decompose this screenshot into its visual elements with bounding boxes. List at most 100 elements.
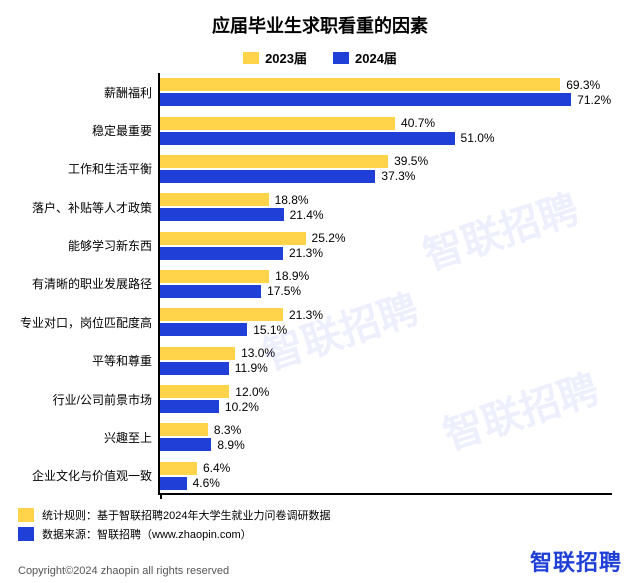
bar-line: 6.4%: [160, 461, 622, 475]
footnotes: 统计规则：基于智联招聘2024年大学生就业力问卷调研数据 数据来源：智联招聘（w…: [18, 507, 622, 577]
bar-2024: [160, 93, 571, 106]
note-rule: 统计规则：基于智联招聘2024年大学生就业力问卷调研数据: [18, 507, 622, 523]
bar-2023: [160, 423, 208, 436]
y-axis-label: 兴趣至上: [18, 429, 152, 446]
bar-2023: [160, 155, 388, 168]
bar-value-label: 13.0%: [241, 346, 275, 360]
bar-2023: [160, 193, 269, 206]
note-rule-text: 统计规则：基于智联招聘2024年大学生就业力问卷调研数据: [42, 507, 330, 523]
bar-value-label: 25.2%: [312, 231, 346, 245]
bar-2023: [160, 347, 235, 360]
note-rule-swatch: [18, 508, 34, 522]
bar-value-label: 12.0%: [235, 385, 269, 399]
y-axis-label: 专业对口，岗位匹配度高: [18, 314, 152, 331]
bar-line: 13.0%: [160, 346, 622, 360]
bar-2024: [160, 400, 219, 413]
bar-group: 21.3%15.1%: [160, 308, 622, 337]
bar-line: 12.0%: [160, 385, 622, 399]
bar-line: 17.5%: [160, 284, 622, 298]
bar-2023: [160, 270, 269, 283]
bar-2023: [160, 232, 306, 245]
bar-value-label: 15.1%: [253, 323, 287, 337]
legend-item: 2023届: [243, 48, 307, 67]
bar-2024: [160, 170, 375, 183]
bar-value-label: 21.3%: [289, 246, 323, 260]
bar-group: 12.0%10.2%: [160, 385, 622, 414]
bar-2023: [160, 117, 395, 130]
bar-value-label: 17.5%: [267, 284, 301, 298]
bar-rows: 69.3%71.2% 40.7% 51.0% 39.5%37.3% 18.8%21.4%…: [160, 73, 622, 495]
bar-value-label: 6.4%: [203, 461, 230, 475]
bar-line: 37.3%: [160, 169, 622, 183]
bar-line: 10.2%: [160, 400, 622, 414]
y-axis-label: 平等和尊重: [18, 352, 152, 369]
chart-area: 薪酬福利稳定最重要工作和生活平衡落户、补贴等人才政策能够学习新东西有清晰的职业发…: [18, 73, 622, 495]
note-source-swatch: [18, 527, 34, 541]
bar-group: 13.0%11.9%: [160, 346, 622, 375]
bar-2024: [160, 477, 187, 490]
bar-value-label: 4.6%: [193, 476, 220, 490]
bar-line: 8.3%: [160, 423, 622, 437]
bar-value-label: 18.9%: [275, 269, 309, 283]
bar-2024: [160, 362, 229, 375]
bar-line: 21.3%: [160, 246, 622, 260]
bar-2024: [160, 208, 284, 221]
bar-line: 4.6%: [160, 476, 622, 490]
bar-2024: [160, 323, 247, 336]
bar-line: 21.4%: [160, 208, 622, 222]
bar-2023: [160, 308, 283, 321]
y-axis-label: 企业文化与价值观一致: [18, 467, 152, 484]
bar-line: 18.8%: [160, 193, 622, 207]
bar-line: 51.0%: [160, 131, 622, 145]
bar-line: 40.7%: [160, 116, 622, 130]
bar-group: 18.8%21.4%: [160, 193, 622, 222]
y-axis-label: 能够学习新东西: [18, 237, 152, 254]
bar-group: 39.5%37.3%: [160, 154, 622, 183]
y-axis-label: 行业/公司前景市场: [18, 391, 152, 408]
bar-group: 18.9%17.5%: [160, 269, 622, 298]
note-source: 数据来源：智联招聘（www.zhaopin.com）: [18, 526, 622, 542]
x-axis: [160, 493, 612, 495]
bar-value-label: 21.3%: [289, 308, 323, 322]
bar-value-label: 18.8%: [275, 193, 309, 207]
bar-group: 69.3%71.2%: [160, 78, 622, 107]
y-axis: 薪酬福利稳定最重要工作和生活平衡落户、补贴等人才政策能够学习新东西有清晰的职业发…: [18, 73, 160, 495]
bar-line: 8.9%: [160, 438, 622, 452]
bar-group: 8.3%8.9%: [160, 423, 622, 452]
bar-2023: [160, 462, 197, 475]
y-axis-label: 落户、补贴等人才政策: [18, 199, 152, 216]
bar-value-label: 39.5%: [394, 154, 428, 168]
bar-line: 25.2%: [160, 231, 622, 245]
bar-2023: [160, 78, 560, 91]
bar-value-label: 8.9%: [217, 438, 244, 452]
y-axis-label: 有清晰的职业发展路径: [18, 275, 152, 292]
legend-label: 2024届: [355, 48, 397, 67]
legend-item: 2024届: [333, 48, 397, 67]
bar-value-label: 21.4%: [290, 208, 324, 222]
bar-2024: [160, 132, 455, 145]
bar-2024: [160, 438, 211, 451]
bar-2023: [160, 385, 229, 398]
copyright-text: Copyright©2024 zhaopin all rights reserv…: [18, 565, 229, 577]
bar-value-label: 51.0%: [461, 131, 495, 145]
bar-line: 15.1%: [160, 323, 622, 337]
bar-line: 69.3%: [160, 78, 622, 92]
plot-area: 69.3%71.2% 40.7% 51.0% 39.5%37.3% 18.8%21.4%…: [160, 73, 622, 495]
bar-line: 71.2%: [160, 93, 622, 107]
legend-swatch: [333, 52, 349, 64]
bar-line: 18.9%: [160, 269, 622, 283]
bar-value-label: 69.3%: [566, 78, 600, 92]
bar-line: 21.3%: [160, 308, 622, 322]
legend-label: 2023届: [265, 48, 307, 67]
chart-title: 应届毕业生求职看重的因素: [18, 12, 622, 38]
bar-group: 6.4%4.6%: [160, 461, 622, 490]
bar-line: 39.5%: [160, 154, 622, 168]
bar-value-label: 37.3%: [381, 169, 415, 183]
legend-swatch: [243, 52, 259, 64]
bar-2024: [160, 247, 283, 260]
y-axis-label: 工作和生活平衡: [18, 160, 152, 177]
y-axis-label: 薪酬福利: [18, 84, 152, 101]
legend: 2023届 2024届: [18, 48, 622, 67]
brand-logo: 智联招聘: [530, 545, 622, 577]
bar-value-label: 40.7%: [401, 116, 435, 130]
